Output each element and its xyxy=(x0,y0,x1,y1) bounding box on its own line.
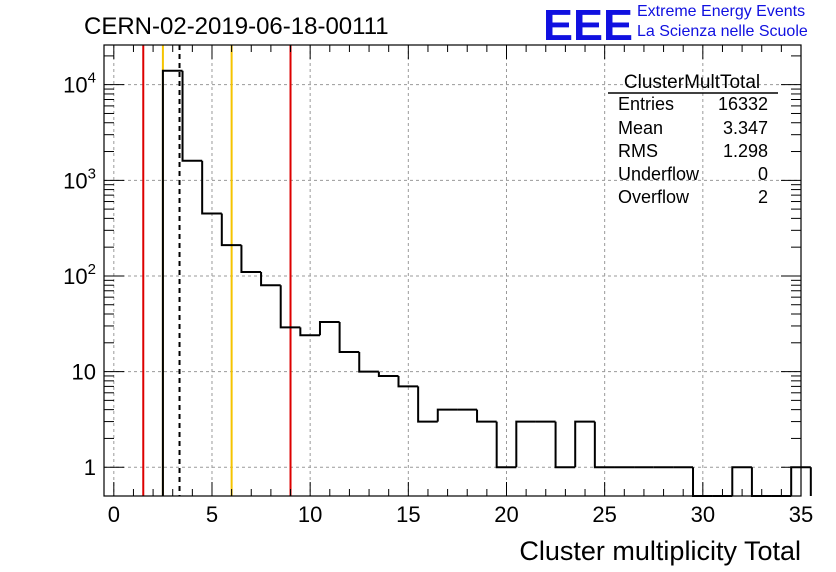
histogram-bin xyxy=(476,409,497,423)
x-axis-label: Cluster multiplicity Total xyxy=(519,536,801,566)
histogram-bin xyxy=(436,408,458,422)
x-tick-label: 10 xyxy=(298,502,322,527)
histogram-bin xyxy=(240,245,262,273)
histogram-bin xyxy=(593,421,615,469)
eee-logo-text: Extreme Energy Events La Scienza nelle S… xyxy=(637,2,808,42)
y-tick-exponent: 3 xyxy=(88,165,96,182)
x-tick-label: 30 xyxy=(691,502,715,527)
stats-value-mean: 3.347 xyxy=(723,118,768,138)
histogram-bin xyxy=(417,386,438,423)
x-tick-label: 25 xyxy=(592,502,616,527)
y-tick-base: 1 xyxy=(84,455,96,480)
y-tick-label: 10 xyxy=(72,360,96,385)
histogram-bin xyxy=(574,420,595,468)
logo-line-2: La Scienza nelle Scuole xyxy=(637,23,808,40)
stats-label-underflow: Underflow xyxy=(618,164,700,184)
histogram-bin xyxy=(299,327,320,337)
y-tick-base: 10 xyxy=(63,168,87,193)
x-tick-label: 20 xyxy=(494,502,518,527)
y-tick-base: 10 xyxy=(63,73,87,98)
grid-lines xyxy=(104,45,802,496)
x-tick-label: 0 xyxy=(108,502,120,527)
y-tick-label: 104 xyxy=(63,70,96,98)
y-tick-label: 102 xyxy=(63,261,96,289)
y-tick-label: 1 xyxy=(84,455,96,480)
x-tick-labels: 0 5 10 15 20 25 30 35 xyxy=(108,502,814,527)
eee-logo-mark: EEE xyxy=(543,2,633,44)
histogram-bin xyxy=(554,421,576,469)
stats-box: ClusterMultTotal Entries 16332 Mean 3.34… xyxy=(608,72,778,207)
histogram-bin xyxy=(495,421,517,469)
stats-value-underflow: 0 xyxy=(758,164,768,184)
stats-name: ClusterMultTotal xyxy=(624,72,760,93)
histogram-bin xyxy=(260,271,281,287)
histogram-bins xyxy=(161,69,812,497)
stats-label-rms: RMS xyxy=(618,141,658,161)
histogram-bin xyxy=(201,160,222,215)
histogram-bin xyxy=(515,420,536,468)
histogram-bin xyxy=(377,371,399,377)
axes xyxy=(103,44,802,497)
y-tick-exponent: 2 xyxy=(88,261,96,278)
x-tick-label: 35 xyxy=(789,502,813,527)
y-tick-base: 10 xyxy=(72,360,96,385)
histogram-bin xyxy=(397,375,419,388)
histogram-bin xyxy=(161,69,183,496)
histogram-bin xyxy=(358,352,379,373)
stats-value-rms: 1.298 xyxy=(723,141,768,161)
histogram-bin xyxy=(181,70,203,162)
histogram-bin xyxy=(220,213,242,247)
histogram-bin xyxy=(279,285,301,329)
stats-value-entries: 16332 xyxy=(718,94,768,114)
histogram-bin xyxy=(731,466,752,496)
eee-logo: EEE xyxy=(543,2,633,44)
x-tick-label: 5 xyxy=(206,502,218,527)
stats-label-entries: Entries xyxy=(618,94,674,114)
stats-label-mean: Mean xyxy=(618,118,663,138)
stats-label-overflow: Overflow xyxy=(618,187,690,207)
logo-line-1: Extreme Energy Events xyxy=(637,3,806,20)
histogram-bin xyxy=(338,321,360,354)
stats-value-overflow: 2 xyxy=(758,187,768,207)
plot-frame xyxy=(103,44,802,497)
x-tick-label: 15 xyxy=(396,502,420,527)
y-tick-label: 103 xyxy=(63,165,96,193)
histogram-bin xyxy=(318,320,340,336)
marker-lines xyxy=(142,45,292,496)
y-tick-exponent: 4 xyxy=(88,70,96,87)
chart-title: CERN-02-2019-06-18-00111 xyxy=(84,13,389,40)
y-tick-base: 10 xyxy=(63,264,87,289)
